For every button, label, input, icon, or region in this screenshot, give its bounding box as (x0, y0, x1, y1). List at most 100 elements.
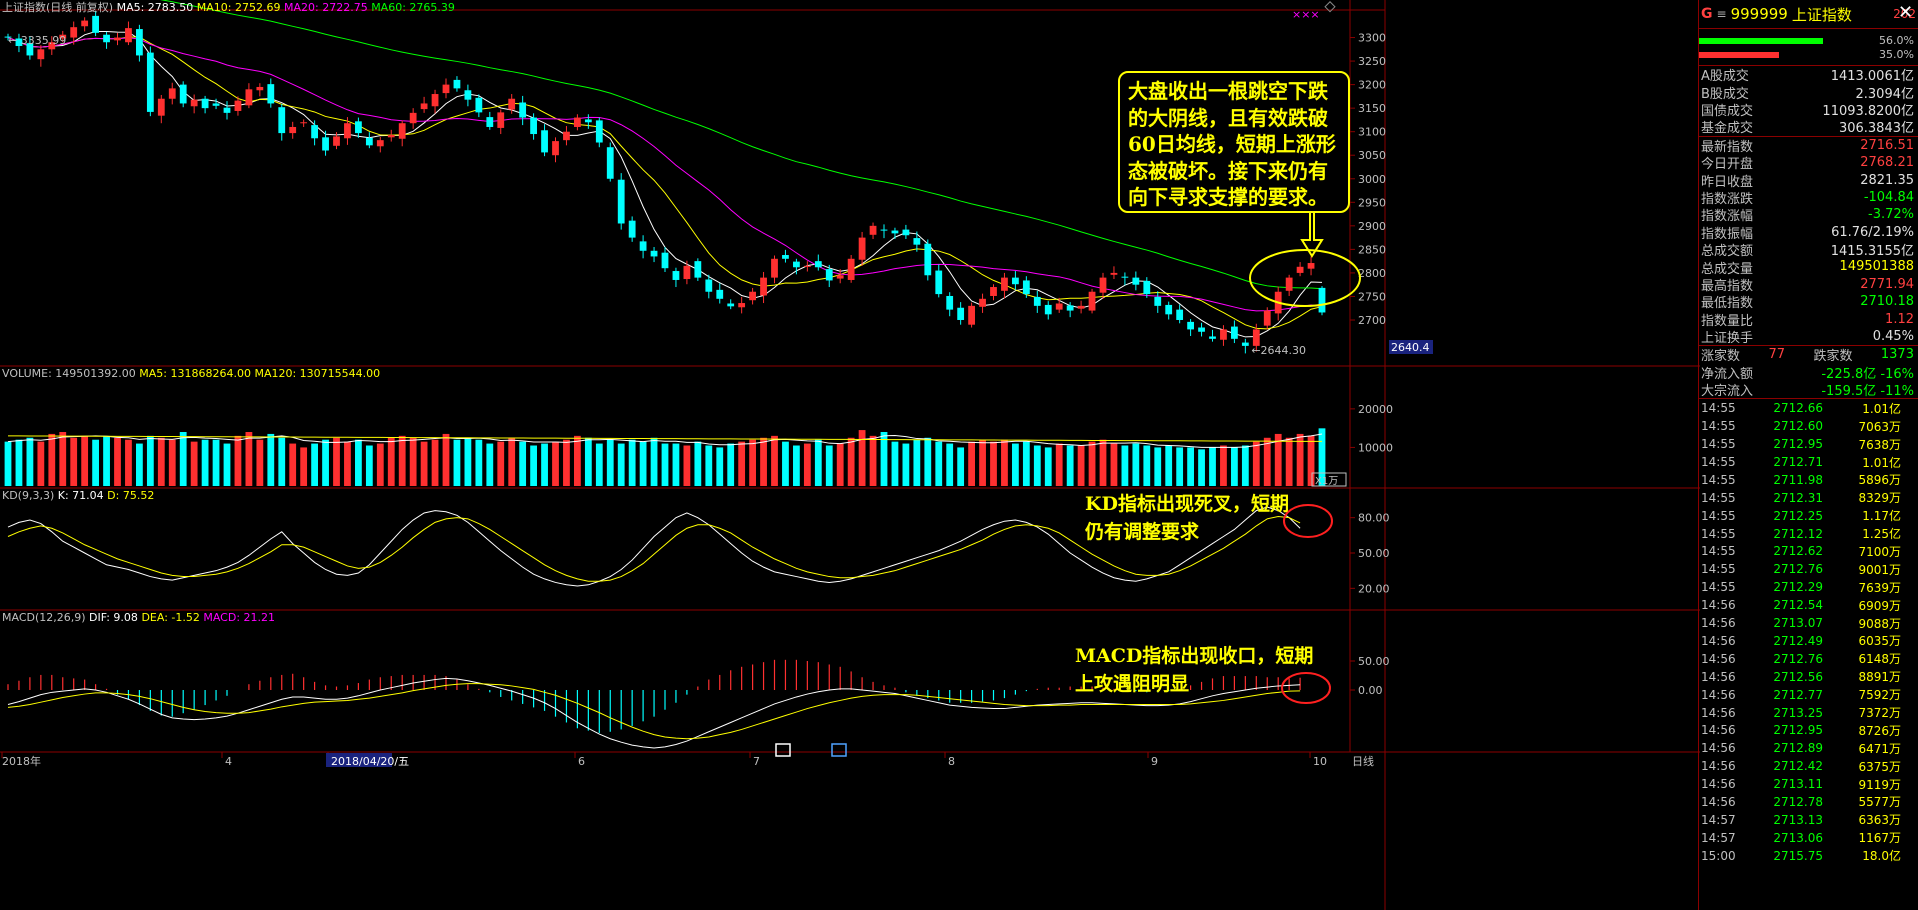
volume-bar (1044, 447, 1052, 486)
candle-body (935, 270, 943, 295)
pattern-star-icons: ××× (1292, 8, 1320, 21)
volume-bar (376, 443, 384, 486)
candle-body (157, 98, 165, 116)
volume-bar (891, 441, 899, 486)
candle-body (628, 220, 636, 238)
price-tick-label: 2900 (1358, 220, 1386, 233)
stat-row: A股成交 1413.0061亿 (1701, 69, 1914, 85)
tick-row: 14:55 2711.98 5896万 (1701, 472, 1901, 488)
candle-body (1209, 336, 1216, 339)
tick-row: 14:56 2712.76 6148万 (1701, 651, 1901, 667)
tick-row: 14:56 2712.78 5577万 (1701, 794, 1901, 810)
group-icon[interactable]: G (1701, 6, 1713, 22)
diamond-icon (1324, 1, 1336, 13)
tick-list[interactable]: 14:55 2712.66 1.01亿 14:55 2712.60 7063万 14:55 2… (1699, 399, 1918, 864)
tick-row: 14:56 2713.07 9088万 (1701, 616, 1901, 631)
volume-tick-label: 20000 (1358, 403, 1393, 416)
candle-body (322, 137, 329, 151)
candle-body (387, 134, 395, 138)
axis-labels: 2700 2750 2800 2850 2900 2950 3000 3050 3100 3150… (1, 32, 1433, 768)
menu-icon[interactable]: ≡ (1716, 7, 1727, 21)
candle-body (409, 112, 417, 124)
candle-body (1307, 263, 1315, 269)
chart-overlays: ××× (775, 1, 1361, 757)
stat-row: 涨家数 77 跌家数 1373 (1701, 347, 1914, 365)
candle-body (738, 303, 746, 308)
x-axis-label: 9 (1151, 755, 1158, 768)
candle-body (70, 27, 78, 38)
date-cursor-box (326, 753, 392, 767)
x-axis-label: 2018/04/20/五 (331, 755, 409, 768)
candle-body (519, 102, 527, 118)
moving-average-lines (7, 0, 1323, 448)
volume-bar (1088, 441, 1096, 486)
date-badge: 202 (1893, 7, 1916, 21)
candle-body (650, 250, 658, 257)
candle-body (705, 279, 713, 292)
volume-bar (114, 437, 121, 486)
cursor-icon (775, 743, 791, 757)
volume-bar (727, 443, 735, 486)
candle-body (1296, 266, 1304, 273)
candle-body (234, 100, 242, 111)
volume-panel-title: VOLUME: 149501392.00 MA5: 131868264.00 M… (2, 367, 380, 380)
stock-chart[interactable]: 2700 2750 2800 2850 2900 2950 3000 3050 3100 3150… (0, 0, 1700, 910)
candle-body (1132, 277, 1140, 285)
candle-body (1220, 329, 1227, 340)
volume-bar (1012, 443, 1019, 486)
volume-unit-box (1311, 472, 1347, 487)
tick-row: 14:55 2712.66 1.01亿 (1701, 401, 1901, 416)
volume-bar (584, 437, 592, 486)
candle-body (836, 275, 844, 279)
volume-bar (420, 441, 428, 486)
volume-bar (387, 437, 395, 486)
volume-bar (278, 437, 286, 486)
volume-bar (442, 433, 450, 486)
candle-body (59, 34, 67, 39)
volume-bar (48, 433, 56, 486)
candle-body (267, 84, 275, 104)
candle-body (37, 49, 45, 60)
volume-bar (1285, 437, 1293, 486)
up-ratio-value: 56.0% (1879, 34, 1914, 47)
candle-body (497, 112, 505, 128)
candle-body (858, 237, 866, 260)
volume-bar (749, 439, 756, 486)
candle-body (1066, 305, 1074, 311)
stock-name: 上证指数 (1791, 5, 1852, 24)
volume-bar (617, 443, 625, 486)
candle-body (333, 136, 340, 146)
current-price-text: 2640.4 (1391, 341, 1430, 354)
candle-body (15, 38, 23, 47)
volume-bar (70, 437, 78, 486)
candle-body (661, 252, 669, 269)
candle-body (606, 147, 614, 179)
candle-body (891, 230, 899, 234)
x-axis-label: 4 (225, 755, 232, 768)
candle-body (289, 126, 297, 134)
stat-row: B股成交 2.3094亿 (1701, 86, 1914, 102)
close-icon[interactable]: ✕ (1898, 2, 1914, 23)
stat-row: 净流入额 -225.8亿 -16% (1701, 366, 1914, 382)
candle-body (924, 243, 932, 276)
kd-annotation: KD指标出现死叉，短期 仍有调整要求 (1085, 493, 1289, 543)
kd-tick-label: 50.00 (1358, 547, 1390, 560)
macd-tick-label: 50.00 (1358, 655, 1390, 668)
price-tick-label: 3250 (1358, 55, 1386, 68)
candle-body (376, 140, 384, 147)
volume-bar (1187, 447, 1194, 486)
candle-body (365, 137, 373, 146)
volume-bar (1033, 445, 1041, 486)
volume-bar (245, 432, 253, 486)
volume-bar (1274, 433, 1282, 486)
stat-row: 总成交额 1415.3155亿 (1701, 244, 1914, 260)
price-tick-label: 2800 (1358, 267, 1386, 280)
candle-body (355, 121, 362, 134)
volume-bar (344, 441, 351, 486)
volume-bar (1307, 435, 1315, 486)
candle-body (1044, 304, 1052, 315)
tick-row: 14:57 2713.13 6363万 (1701, 812, 1901, 828)
volume-bar (1176, 447, 1184, 486)
volume-bar (541, 443, 548, 486)
volume-bar (497, 441, 505, 486)
